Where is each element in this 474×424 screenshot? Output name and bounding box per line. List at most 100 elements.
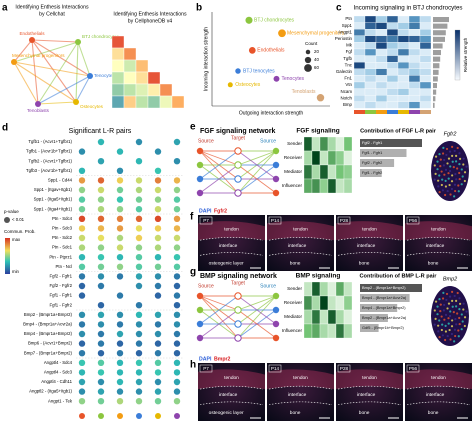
spatial-spot bbox=[443, 318, 446, 321]
dot bbox=[135, 196, 143, 203]
network-node bbox=[196, 334, 204, 342]
heat-cell bbox=[375, 48, 388, 56]
spatial-spot bbox=[438, 336, 441, 339]
row-label: Mediator bbox=[284, 314, 302, 319]
bar bbox=[360, 284, 422, 292]
region-label: interface bbox=[426, 243, 445, 249]
timepoint-label: P56 bbox=[409, 218, 418, 223]
heat-cell bbox=[364, 81, 377, 89]
dot bbox=[173, 311, 181, 318]
boundary bbox=[199, 385, 264, 390]
bar bbox=[360, 149, 407, 157]
micrograph bbox=[405, 363, 472, 421]
heat-cell bbox=[303, 309, 313, 325]
timepoint-label: P28 bbox=[340, 366, 349, 371]
region-label: interface bbox=[357, 392, 376, 398]
dot bbox=[135, 186, 143, 194]
dot bbox=[97, 340, 105, 347]
spatial-spot bbox=[450, 187, 454, 191]
dot bbox=[135, 350, 143, 357]
heat-cell bbox=[408, 81, 421, 89]
network-edge bbox=[37, 101, 77, 105]
dot bbox=[78, 167, 86, 174]
heat-cell bbox=[171, 95, 185, 109]
spatial-spot bbox=[444, 330, 448, 333]
spatial-spot bbox=[436, 313, 439, 316]
panel-letter: b bbox=[196, 3, 202, 14]
network-node bbox=[234, 320, 242, 328]
dot bbox=[97, 302, 105, 309]
dot bbox=[116, 263, 124, 270]
dot bbox=[173, 244, 181, 251]
spatial-spot bbox=[447, 317, 450, 320]
bar bbox=[433, 76, 438, 82]
boundary bbox=[406, 252, 471, 256]
heat-cell bbox=[335, 178, 345, 194]
column-label: Target bbox=[231, 135, 246, 141]
region-label: bone bbox=[290, 410, 301, 416]
spatial-spot bbox=[446, 162, 449, 165]
dot bbox=[154, 350, 162, 357]
row-label: Bmp2 - (Bmpr1a+Bmpr2) bbox=[24, 312, 73, 317]
spatial-spot bbox=[448, 150, 452, 153]
dot bbox=[154, 206, 162, 213]
dot bbox=[116, 292, 124, 299]
spatial-spot bbox=[450, 332, 454, 336]
network-node bbox=[196, 320, 204, 328]
spatial-spot bbox=[447, 157, 451, 160]
heat-cell bbox=[386, 101, 399, 109]
heat-cell bbox=[386, 35, 399, 43]
timepoint-box bbox=[337, 216, 351, 225]
legend-swatch bbox=[304, 64, 312, 72]
heat-cell bbox=[319, 309, 329, 325]
spatial-spot bbox=[445, 292, 449, 296]
spatial-spot bbox=[455, 178, 458, 181]
row-label: Spp1 bbox=[342, 23, 353, 28]
heat-cell bbox=[397, 48, 410, 56]
boundary bbox=[199, 252, 264, 256]
region-label: interface bbox=[357, 243, 376, 249]
region-label: bone bbox=[359, 410, 370, 416]
dot bbox=[78, 196, 86, 203]
spatial-spot bbox=[451, 174, 454, 177]
row-label: Tgfb1 - (Acvr1+Tgfbr1) bbox=[28, 139, 72, 144]
dot bbox=[173, 254, 181, 261]
network-node bbox=[234, 292, 242, 300]
heat-cell bbox=[353, 88, 366, 96]
point-label: Tenocytes bbox=[282, 76, 305, 82]
legend-swatch bbox=[304, 56, 312, 64]
heat-cell bbox=[311, 178, 321, 194]
network-node bbox=[73, 99, 79, 105]
spatial-spot bbox=[437, 179, 440, 182]
heat-cell bbox=[111, 59, 125, 73]
heat-cell bbox=[319, 281, 329, 297]
spatial-spot bbox=[458, 297, 461, 300]
heat-cell bbox=[419, 48, 432, 56]
panel-title: by Cellchat bbox=[39, 11, 65, 17]
spatial-spot bbox=[434, 300, 438, 303]
network-edge bbox=[37, 41, 79, 105]
heat-cell bbox=[303, 281, 313, 297]
spatial-spot bbox=[436, 160, 439, 163]
node-label: Endothelials bbox=[19, 31, 45, 36]
panel-letter: h bbox=[190, 360, 196, 371]
network-edge bbox=[237, 150, 277, 180]
node-label: Mesenchymal progenitors bbox=[12, 53, 65, 58]
heat-cell bbox=[343, 178, 353, 194]
heat-cell bbox=[343, 136, 353, 152]
spatial-spot bbox=[441, 323, 444, 326]
legend-label: 20 bbox=[314, 49, 319, 54]
network-edge bbox=[199, 150, 239, 180]
spatial-spot bbox=[463, 316, 467, 319]
dot bbox=[135, 340, 143, 347]
spatial-spot bbox=[449, 310, 452, 313]
dot bbox=[135, 282, 143, 290]
region-label: interface bbox=[288, 243, 307, 249]
point-label: Endothelials bbox=[257, 48, 285, 54]
spatial-spot bbox=[433, 164, 436, 167]
dot bbox=[154, 378, 162, 386]
spatial-spot bbox=[442, 291, 445, 294]
heat-cell bbox=[327, 323, 337, 339]
heat-cell bbox=[353, 101, 366, 109]
